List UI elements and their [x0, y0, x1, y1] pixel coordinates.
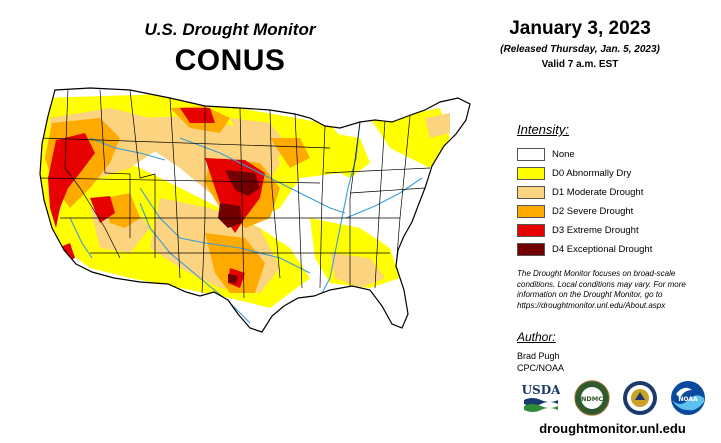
noaa-logo: NOAA [671, 381, 705, 415]
legend-label: D4 Exceptional Drought [552, 243, 653, 255]
legend-label: D3 Extreme Drought [552, 224, 639, 236]
author-title: Author: [517, 330, 556, 344]
map-subtitle: U.S. Drought Monitor [144, 20, 316, 39]
legend-swatch [517, 185, 545, 199]
legend-item-d1: D1 Moderate Drought [517, 184, 652, 200]
legend-label: D2 Severe Drought [552, 205, 634, 217]
ndmc-logo-text: NDMC [581, 395, 603, 403]
legend-item-none: None [517, 146, 652, 162]
map-date: January 3, 2023 [509, 18, 651, 39]
valid-time: Valid 7 a.m. EST [541, 59, 619, 70]
rivers [69, 121, 423, 324]
doc-seal-logo [623, 381, 657, 415]
usda-logo-text: USDA [522, 383, 560, 397]
legend-swatch [517, 204, 545, 218]
ndmc-logo: NDMC [574, 380, 610, 416]
legend: None D0 Abnormally Dry D1 Moderate Droug… [517, 146, 652, 260]
legend-item-d0: D0 Abnormally Dry [517, 165, 652, 181]
website-link[interactable]: droughtmonitor.unl.edu [539, 421, 686, 436]
legend-label: D1 Moderate Drought [552, 186, 644, 198]
legend-swatch [517, 242, 545, 256]
logo-row: USDA NDMC NOAA [518, 380, 708, 420]
author-info: Brad Pugh CPC/NOAA [517, 350, 564, 374]
released-date: (Released Thursday, Jan. 5, 2023) [500, 44, 660, 55]
legend-title: Intensity: [517, 122, 570, 137]
noaa-logo-text: NOAA [678, 396, 698, 403]
legend-swatch [517, 223, 545, 237]
legend-swatch [517, 166, 545, 180]
us-outline [39, 87, 471, 333]
disclaimer-note: The Drought Monitor focuses on broad-sca… [517, 269, 686, 310]
d4-regions [218, 170, 260, 284]
legend-item-d3: D3 Extreme Drought [517, 222, 652, 238]
author-name: Brad Pugh [517, 351, 560, 361]
legend-item-d4: D4 Exceptional Drought [517, 241, 652, 257]
legend-label: None [552, 148, 575, 160]
drought-map [39, 87, 471, 333]
map-title: CONUS [174, 44, 286, 77]
legend-item-d2: D2 Severe Drought [517, 203, 652, 219]
header-right: January 3, 2023 (Released Thursday, Jan.… [480, 18, 680, 70]
legend-label: D0 Abnormally Dry [552, 167, 632, 179]
state-boundaries [40, 88, 431, 299]
header-left: U.S. Drought Monitor CONUS [110, 20, 350, 78]
legend-swatch [517, 147, 545, 161]
usda-logo: USDA [522, 383, 560, 412]
author-org: CPC/NOAA [517, 363, 565, 373]
